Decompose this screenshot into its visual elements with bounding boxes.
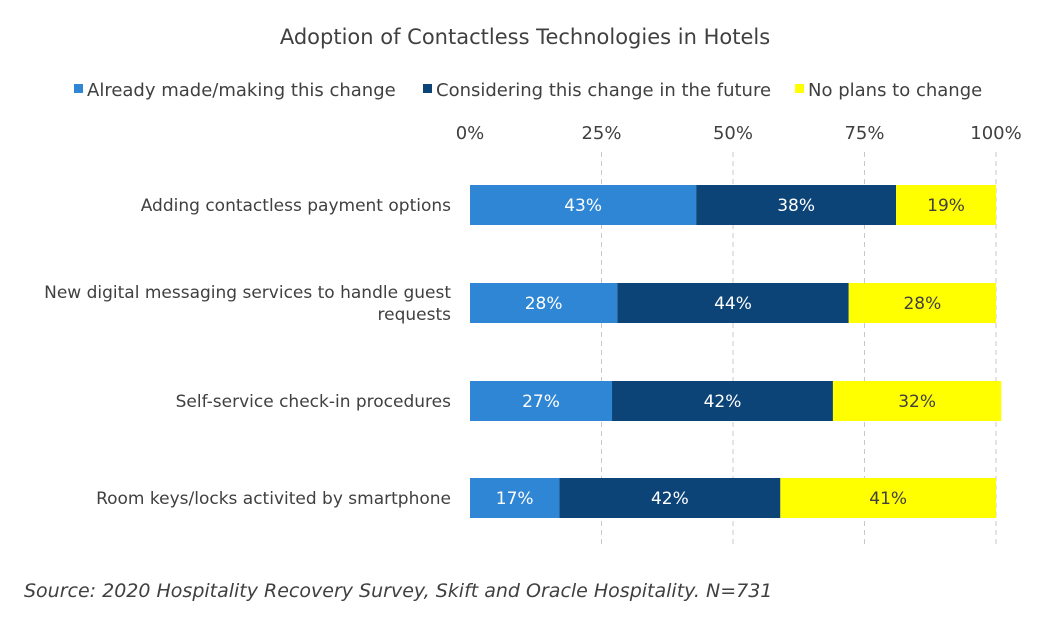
data-label: 28% <box>903 294 941 314</box>
category-label: Adding contactless payment options <box>141 196 451 216</box>
data-label: 43% <box>564 196 602 216</box>
legend-label: Already made/making this change <box>87 80 396 101</box>
data-label: 44% <box>714 294 752 314</box>
x-axis-ticks: 0% 25% 50% 75% 100% <box>456 123 1022 144</box>
legend-label: Considering this change in the future <box>436 80 771 101</box>
source-note: Source: 2020 Hospitality Recovery Survey… <box>24 580 773 602</box>
legend-label: No plans to change <box>808 80 982 101</box>
data-label: 41% <box>869 489 907 509</box>
data-label: 42% <box>704 392 742 412</box>
bar-segment <box>470 185 697 225</box>
data-label: 19% <box>927 196 965 216</box>
chart-title: Adoption of Contactless Technologies in … <box>280 25 770 49</box>
bar-segment <box>617 283 849 323</box>
bars: 43% 38% 19% 28% 44% 28% 27% 42% 32% 17% 42% 41% <box>470 185 1002 518</box>
category-label: New digital messaging services to handle… <box>44 283 451 325</box>
data-label: 17% <box>496 489 534 509</box>
x-tick-label: 25% <box>581 123 621 144</box>
x-tick-label: 100% <box>970 123 1021 144</box>
legend-swatch <box>795 84 804 93</box>
category-label: Self-service check-in procedures <box>176 392 452 412</box>
bar-segment <box>470 381 613 421</box>
x-tick-label: 75% <box>844 123 884 144</box>
bar-segment <box>696 185 897 225</box>
bar-segment <box>848 283 996 323</box>
data-label: 42% <box>651 489 689 509</box>
legend-swatch <box>74 84 83 93</box>
bar-segment <box>559 478 781 518</box>
data-label: 27% <box>522 392 560 412</box>
bar-segment <box>612 381 833 421</box>
bar-segment <box>470 478 560 518</box>
legend-swatch <box>423 84 432 93</box>
bar-segment <box>780 478 996 518</box>
x-tick-label: 0% <box>456 123 485 144</box>
data-label: 38% <box>777 196 815 216</box>
data-label: 32% <box>898 392 936 412</box>
bar-segment <box>470 283 618 323</box>
category-label: Room keys/locks activited by smartphone <box>96 489 451 509</box>
category-labels: Adding contactless payment options New di… <box>44 196 451 509</box>
bar-segment <box>896 185 996 225</box>
x-tick-label: 50% <box>713 123 753 144</box>
legend: Already made/making this change Consideri… <box>74 80 982 101</box>
bar-segment <box>832 381 1002 421</box>
data-label: 28% <box>525 294 563 314</box>
